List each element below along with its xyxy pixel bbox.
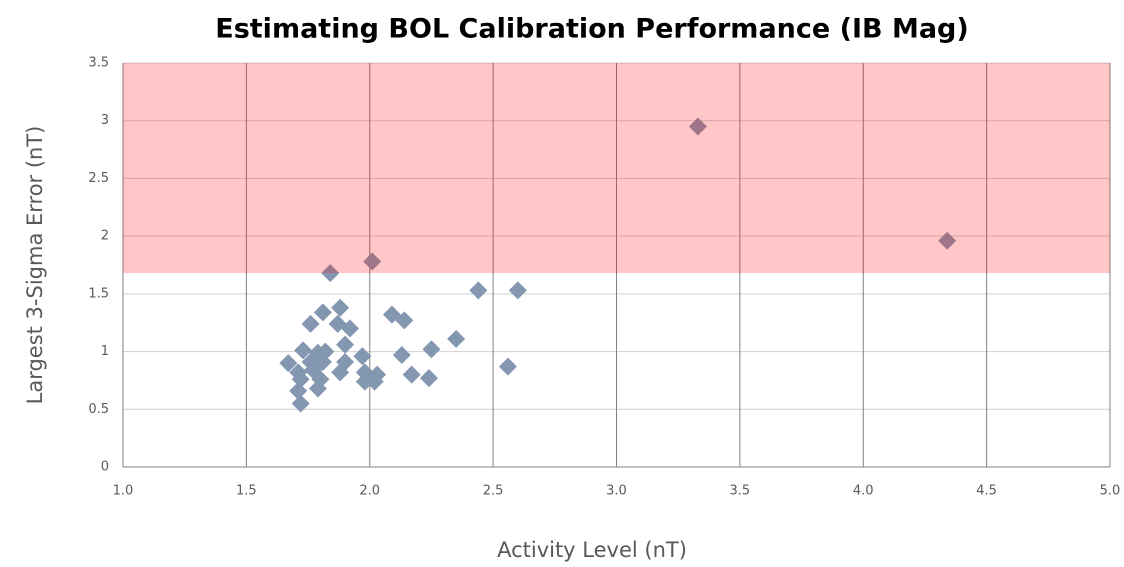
data-point [289,381,308,400]
data-point [279,354,298,373]
data-point [336,335,355,354]
data-point [355,363,374,382]
x-tick-label: 4.0 [853,484,874,499]
data-point [469,281,488,300]
data-point [291,394,310,413]
y-axis-title: Largest 3-Sigma Error (nT) [23,126,47,405]
data-point [688,117,707,136]
data-point [422,340,441,359]
data-point [498,357,517,376]
x-tick-label: 4.5 [976,484,997,499]
data-point [419,369,438,388]
data-point [331,298,350,317]
shaded-region [123,63,1110,274]
y-tick-label: 1.5 [88,286,109,301]
data-point [392,346,411,365]
x-tick-label: 3.5 [730,484,751,499]
data-point [313,303,332,322]
data-point [508,281,527,300]
x-tick-label: 5.0 [1100,484,1121,499]
data-point [331,363,350,382]
y-tick-label: 2.5 [88,171,109,186]
data-point [294,341,313,360]
x-tick-label: 1.5 [236,484,257,499]
data-point [365,372,384,391]
y-tick-label: 0.5 [88,402,109,417]
x-axis-title: Activity Level (nT) [497,538,687,562]
x-tick-label: 2.0 [359,484,380,499]
y-tick-label: 0 [101,460,109,475]
data-point [447,329,466,348]
chart-title: Estimating BOL Calibration Performance (… [215,14,968,45]
x-tick-label: 1.0 [113,484,134,499]
data-point [355,372,374,391]
x-tick-label: 2.5 [483,484,504,499]
data-point [938,231,957,250]
x-tick-label: 3.0 [606,484,627,499]
data-point [301,314,320,333]
data-point [308,379,327,398]
data-point [363,252,382,271]
y-tick-label: 1 [101,344,109,359]
data-point [402,365,421,384]
y-tick-label: 3 [101,113,109,128]
data-point [321,264,340,283]
y-tick-label: 2 [101,229,109,244]
data-point [395,311,414,330]
data-point [353,347,372,366]
data-point [341,319,360,338]
data-point [382,305,401,324]
y-tick-label: 3.5 [88,56,109,71]
data-point [291,370,310,389]
